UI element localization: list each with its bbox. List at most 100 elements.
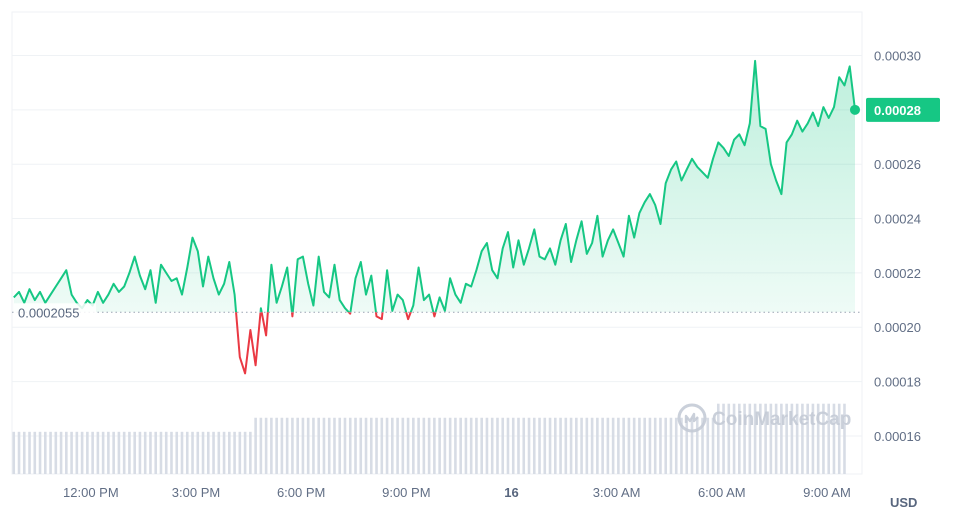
volume-bar [143, 431, 147, 474]
x-tick-label: 6:00 AM [698, 485, 746, 500]
volume-bar [170, 431, 173, 474]
coinmarketcap-logo-icon [677, 403, 707, 433]
volume-bar [175, 431, 179, 474]
volume-bar [206, 431, 210, 474]
price-area-fill [13, 60, 855, 313]
volume-bar [128, 431, 131, 474]
volume-bar [217, 431, 221, 474]
volume-bar [43, 431, 47, 474]
volume-bar [543, 417, 547, 474]
y-tick-label: 0.00020 [874, 320, 921, 335]
volume-bar [837, 403, 841, 474]
volume-bar [196, 431, 200, 474]
volume-bar [317, 417, 321, 474]
volume-bar [464, 417, 468, 474]
coinmarketcap-watermark-text: CoinMarketCap [712, 409, 851, 430]
x-tick-label: 12:00 PM [63, 485, 119, 500]
x-tick-label: 3:00 PM [172, 485, 220, 500]
volume-bar [843, 403, 846, 474]
volume-bar [538, 417, 541, 474]
volume-bar [17, 431, 21, 474]
volume-bar [716, 403, 720, 474]
y-tick-label: 0.00024 [874, 212, 921, 227]
volume-bar [695, 417, 699, 474]
price-line-up [13, 59, 856, 313]
volume-bar [212, 431, 215, 474]
y-tick-label: 0.00022 [874, 266, 921, 281]
volume-bar [107, 431, 110, 474]
volume-bar [627, 417, 631, 474]
volume-bar [65, 431, 68, 474]
volume-bar [343, 417, 347, 474]
volume-bar [774, 403, 778, 474]
volume-bar [275, 417, 278, 474]
x-tick-label: 6:00 PM [277, 485, 325, 500]
volume-bar [669, 417, 673, 474]
volume-bar [517, 417, 520, 474]
volume-bar [233, 431, 236, 474]
current-price-label-bg [866, 97, 940, 122]
volume-bar [249, 431, 252, 474]
x-axis-ticks: 12:00 PM 3:00 PM 6:00 PM 9:00 PM 16 3:00 AM 6:… [63, 485, 851, 500]
reference-price-label: 0.0002055 [18, 305, 79, 320]
volume-bar [417, 417, 420, 474]
price-area [13, 60, 855, 313]
volume-bar [201, 431, 205, 474]
volume-bar [22, 431, 26, 474]
volume-bar [674, 417, 678, 474]
volume-bar [485, 417, 489, 474]
volume-bar [532, 417, 536, 474]
plot-frame [11, 11, 863, 475]
volume-bar [259, 417, 263, 474]
volume-bar [711, 417, 715, 474]
volume-bar [280, 417, 284, 474]
volume-bar [338, 417, 342, 474]
volume-bar [359, 417, 363, 474]
x-tick-label: 9:00 AM [803, 485, 851, 500]
volume-bar [185, 431, 189, 474]
volume-bar [354, 417, 357, 474]
volume-bar [270, 417, 273, 474]
volume-bar [816, 403, 820, 474]
volume-bar [575, 417, 578, 474]
volume-bar [785, 403, 788, 474]
volume-bar [832, 403, 836, 474]
volume-bar [469, 417, 473, 474]
volume-bar [12, 431, 16, 474]
volume-bar [680, 417, 683, 474]
volume-bar [601, 417, 604, 474]
volume-bar [427, 417, 431, 474]
volume-bar [769, 403, 773, 474]
volume-bar [164, 431, 168, 474]
volume-bar [443, 417, 447, 474]
volume-bar [70, 431, 73, 474]
y-tick-label: 0.00018 [874, 375, 921, 390]
volume-bar [790, 403, 794, 474]
volume-bars [12, 403, 846, 474]
currency-label: USD [890, 495, 917, 510]
volume-bar [333, 417, 336, 474]
volume-bar [238, 431, 242, 474]
volume-bar [80, 431, 84, 474]
volume-bar [559, 417, 562, 474]
volume-bar [49, 431, 52, 474]
volume-bar [759, 403, 762, 474]
volume-bar [422, 417, 426, 474]
volume-bar [806, 403, 809, 474]
volume-bar [580, 417, 583, 474]
x-tick-label: 9:00 PM [382, 485, 430, 500]
volume-bar [391, 417, 394, 474]
volume-bar [438, 417, 441, 474]
volume-bar [585, 417, 589, 474]
volume-bar [222, 431, 226, 474]
volume-bar [664, 417, 668, 474]
volume-bar [643, 417, 646, 474]
volume-bar [590, 417, 594, 474]
volume-bar [406, 417, 410, 474]
volume-bar [101, 431, 105, 474]
volume-bar [38, 431, 42, 474]
volume-bar [28, 431, 31, 474]
volume-bar [596, 417, 599, 474]
